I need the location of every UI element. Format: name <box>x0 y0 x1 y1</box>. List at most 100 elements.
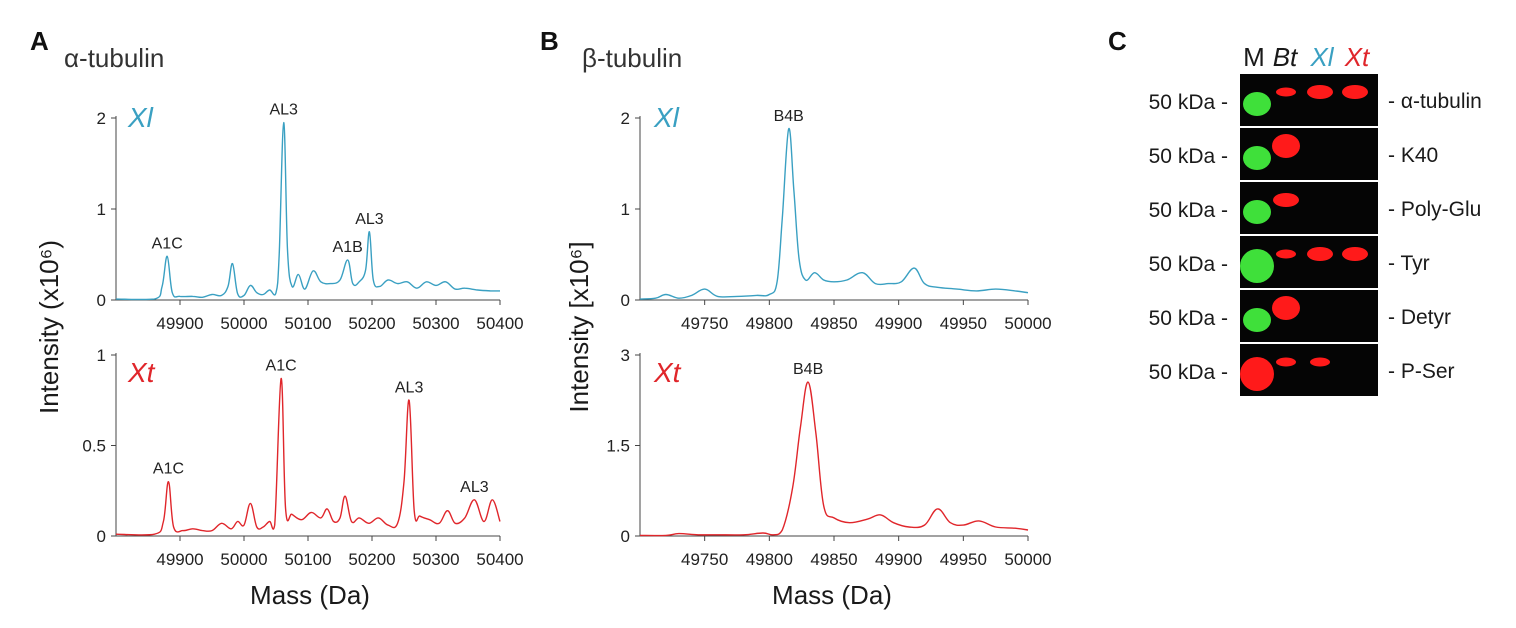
marker-label: 50 kDa - <box>1149 145 1228 168</box>
blot-band <box>1307 247 1333 261</box>
peak-label: AL3 <box>269 102 298 119</box>
x-tick-label: 50000 <box>1004 314 1051 333</box>
series-label: Xt <box>653 357 682 388</box>
blot-row: 50 kDa - - α-tubulin <box>1149 74 1482 126</box>
lane-header: Bt <box>1273 42 1299 72</box>
chart-b-xt: 0 1.5 3 49750 49800 49850 49900 49950 50000 Xt B4B <box>606 346 1051 569</box>
x-tick-label: 49800 <box>746 314 793 333</box>
spectrum-line <box>639 381 1029 537</box>
blot-band <box>1342 85 1368 99</box>
panel-a-ylabel: Intensity (x10⁶) <box>34 240 64 414</box>
x-tick-label: 49900 <box>875 314 922 333</box>
peak-label: B4B <box>793 361 823 378</box>
panel-a-xlabel: Mass (Da) <box>250 580 370 610</box>
antibody-label: - Detyr <box>1388 306 1451 329</box>
lane-header: M <box>1243 42 1265 72</box>
peak-label: A1B <box>333 239 363 256</box>
blot-row: 50 kDa - - Detyr <box>1149 290 1451 342</box>
blot-band <box>1240 249 1274 283</box>
spectrum-line <box>115 377 501 536</box>
y-tick-label: 0.5 <box>82 437 106 456</box>
y-tick-label: 0 <box>621 527 630 546</box>
marker-label: 50 kDa - <box>1149 253 1228 276</box>
spectrum-line <box>639 128 1029 300</box>
peak-label: AL3 <box>395 379 424 396</box>
panel-b-ylabel: Intensity [x10⁶] <box>564 241 594 412</box>
lane-header: Xl <box>1309 42 1334 72</box>
blot-band <box>1243 308 1271 332</box>
antibody-label: - K40 <box>1388 144 1438 167</box>
blot-band <box>1276 249 1296 259</box>
blot-band <box>1276 87 1296 97</box>
y-tick-label: 0 <box>621 291 630 310</box>
marker-label: 50 kDa - <box>1149 91 1228 114</box>
y-tick-label: 1 <box>621 200 630 219</box>
x-tick-label: 50300 <box>412 550 459 569</box>
y-tick-label: 0 <box>97 291 106 310</box>
panel-a-title: α-tubulin <box>64 43 164 73</box>
blot-band <box>1240 357 1274 391</box>
x-tick-label: 49900 <box>156 550 203 569</box>
peak-label: B4B <box>774 108 804 125</box>
blot-row: 50 kDa - - Poly-Glu <box>1149 182 1481 234</box>
blot-band <box>1243 200 1271 224</box>
y-tick-label: 2 <box>621 109 630 128</box>
x-tick-label: 49900 <box>875 550 922 569</box>
blot-band <box>1310 357 1330 367</box>
x-tick-label: 49950 <box>940 314 987 333</box>
chart-a-xl: 0 1 2 49900 50000 50100 50200 50300 50400 Xl A1C AL… <box>97 102 524 333</box>
x-tick-label: 50400 <box>476 550 523 569</box>
blot-row: 50 kDa - - K40 <box>1149 128 1438 180</box>
series-label: Xl <box>127 102 154 133</box>
x-tick-label: 50100 <box>284 550 331 569</box>
lane-header: Xt <box>1344 42 1371 72</box>
panel-b-title: β-tubulin <box>582 43 682 73</box>
blot-band <box>1307 85 1333 99</box>
blot-band <box>1272 134 1300 158</box>
peak-label: A1C <box>153 461 184 478</box>
peak-label: A1C <box>266 358 297 375</box>
series-label: Xt <box>127 357 156 388</box>
y-tick-label: 2 <box>97 109 106 128</box>
x-tick-label: 49950 <box>940 550 987 569</box>
x-tick-label: 49900 <box>156 314 203 333</box>
x-tick-label: 50200 <box>348 314 395 333</box>
chart-a-xt: 0 0.5 1 49900 50000 50100 50200 50300 50400 Xt A1C… <box>82 346 523 569</box>
x-tick-label: 49800 <box>746 550 793 569</box>
x-tick-label: 50100 <box>284 314 331 333</box>
panel-b-letter: B <box>540 26 559 56</box>
x-tick-label: 50300 <box>412 314 459 333</box>
y-tick-label: 1 <box>97 346 106 365</box>
spectrum-line <box>115 121 501 301</box>
marker-label: 50 kDa - <box>1149 307 1228 330</box>
y-tick-label: 3 <box>621 346 630 365</box>
panel-c-letter: C <box>1108 26 1127 56</box>
panel-a-letter: A <box>30 26 49 56</box>
x-tick-label: 49850 <box>810 314 857 333</box>
blot-band <box>1273 193 1299 207</box>
x-tick-label: 50400 <box>476 314 523 333</box>
peak-label: A1C <box>152 235 183 252</box>
x-tick-label: 50000 <box>220 550 267 569</box>
x-tick-label: 49750 <box>681 550 728 569</box>
blot-band <box>1342 247 1368 261</box>
peak-label: AL3 <box>355 211 384 228</box>
antibody-label: - α-tubulin <box>1388 90 1482 113</box>
chart-b-xl: 0 1 2 49750 49800 49850 49900 49950 50000 Xl B4B <box>621 102 1052 333</box>
blot-row: 50 kDa - - Tyr <box>1149 236 1430 288</box>
marker-label: 50 kDa - <box>1149 199 1228 222</box>
blot-band <box>1272 296 1300 320</box>
blot-row: 50 kDa - - P-Ser <box>1149 344 1455 396</box>
x-tick-label: 49750 <box>681 314 728 333</box>
antibody-label: - Tyr <box>1388 252 1430 275</box>
blot-band <box>1243 146 1271 170</box>
x-tick-label: 50000 <box>220 314 267 333</box>
x-tick-label: 50200 <box>348 550 395 569</box>
antibody-label: - P-Ser <box>1388 360 1455 383</box>
peak-label: AL3 <box>460 479 489 496</box>
marker-label: 50 kDa - <box>1149 361 1228 384</box>
y-tick-label: 0 <box>97 527 106 546</box>
y-tick-label: 1.5 <box>606 437 630 456</box>
